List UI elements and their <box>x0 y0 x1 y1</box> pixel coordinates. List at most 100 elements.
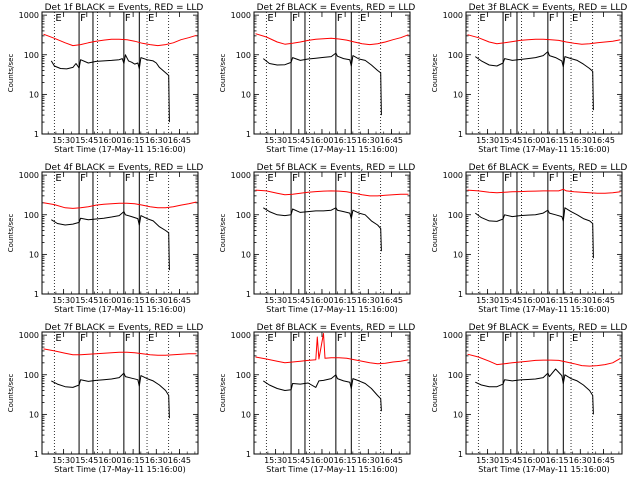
x-tick-label: 16:30 <box>357 136 380 145</box>
y-tick-label: 100 <box>236 211 251 220</box>
x-tick-label: 15:45 <box>287 456 310 465</box>
y-tick-label: 100 <box>448 371 463 380</box>
y-tick-label: 1000 <box>19 11 39 20</box>
x-tick-label: 16:15 <box>334 136 357 145</box>
x-tick-label: 15:45 <box>75 456 98 465</box>
x-tick-label: 16:00 <box>310 296 333 305</box>
x-tick-label: 16:15 <box>122 296 145 305</box>
y-tick-label: 10 <box>29 90 39 99</box>
series-line-lld <box>43 33 197 47</box>
series-line-events <box>51 211 170 271</box>
y-tick-label: 100 <box>24 51 39 60</box>
y-axis-label: Counts/sec <box>7 374 15 413</box>
marker-letter: F <box>337 173 343 184</box>
x-tick-label: 15:45 <box>75 296 98 305</box>
marker-letter: F <box>292 173 298 184</box>
x-tick-label: 16:45 <box>380 136 403 145</box>
plot-frame <box>465 11 623 135</box>
y-tick-label: 10 <box>241 250 251 259</box>
x-tick-label: 15:30 <box>476 296 499 305</box>
marker-letter: E <box>55 173 61 184</box>
x-tick-label: 16:15 <box>122 136 145 145</box>
x-tick-label: 15:30 <box>264 296 287 305</box>
series-line-events <box>262 52 382 116</box>
y-tick-label: 1000 <box>19 171 39 180</box>
marker-letter: F <box>125 173 131 184</box>
chart-title: Det 5f BLACK = Events, RED = LLD <box>257 163 416 173</box>
y-axis-label: Counts/sec <box>219 214 227 253</box>
x-axis-label: Start Time (17-May-11 15:16:00) <box>54 305 185 314</box>
x-tick-label: 16:00 <box>98 456 121 465</box>
x-tick-label: 16:45 <box>380 456 403 465</box>
x-tick-label: 15:45 <box>75 136 98 145</box>
chart-title: Det 3f BLACK = Events, RED = LLD <box>469 3 628 13</box>
chart-panel-8: Det 8f BLACK = Events, RED = LLD 1 10 100 10… <box>219 323 415 474</box>
marker-letter: E <box>55 13 61 24</box>
x-tick-label: 16:30 <box>569 456 592 465</box>
x-tick-label: 16:00 <box>310 136 333 145</box>
chart-title: Det 4f BLACK = Events, RED = LLD <box>45 163 204 173</box>
marker-letter: F <box>80 333 86 344</box>
y-tick-label: 100 <box>448 211 463 220</box>
marker-letter: E <box>479 13 485 24</box>
x-tick-label: 16:45 <box>592 296 615 305</box>
marker-letter: E <box>479 173 485 184</box>
series-line-events <box>263 207 382 252</box>
series-line-events <box>475 207 594 259</box>
x-axis-label: Start Time (17-May-11 15:16:00) <box>266 305 397 314</box>
y-tick-label: 1 <box>458 450 463 459</box>
x-tick-label: 16:15 <box>334 456 357 465</box>
x-tick-label: 16:30 <box>569 136 592 145</box>
series-line-lld <box>467 34 621 45</box>
y-tick-label: 1000 <box>19 331 39 340</box>
marker-letter: E <box>360 13 366 24</box>
x-tick-label: 15:30 <box>52 296 75 305</box>
y-tick-label: 100 <box>24 211 39 220</box>
plot-frame <box>253 331 411 455</box>
series-line-lld <box>255 333 409 365</box>
x-tick-label: 16:00 <box>522 296 545 305</box>
marker-letter: E <box>148 333 154 344</box>
x-tick-label: 16:00 <box>522 456 545 465</box>
marker-letter: E <box>267 13 273 24</box>
x-axis-label: Start Time (17-May-11 15:16:00) <box>54 145 185 154</box>
y-tick-label: 1000 <box>443 11 463 20</box>
y-tick-label: 10 <box>241 90 251 99</box>
series-line-lld <box>43 201 197 209</box>
series-line-lld <box>467 353 621 367</box>
series-line-lld <box>255 33 409 46</box>
chart-panel-6: Det 6f BLACK = Events, RED = LLD 1 10 100 10… <box>431 163 627 314</box>
plot-frame <box>253 11 411 135</box>
x-tick-label: 16:45 <box>592 136 615 145</box>
series-line-lld <box>467 188 621 194</box>
x-tick-label: 16:15 <box>334 296 357 305</box>
y-tick-label: 10 <box>453 410 463 419</box>
x-tick-label: 16:30 <box>145 456 168 465</box>
marker-letter: E <box>360 333 366 344</box>
marker-letter: E <box>479 333 485 344</box>
y-tick-label: 1000 <box>443 331 463 340</box>
x-tick-label: 15:30 <box>52 136 75 145</box>
marker-letter: F <box>549 333 555 344</box>
chart-panel-4: Det 4f BLACK = Events, RED = LLD 1 10 100 10… <box>7 163 203 314</box>
x-axis-label: Start Time (17-May-11 15:16:00) <box>266 465 397 474</box>
marker-letter: E <box>572 13 578 24</box>
y-tick-label: 100 <box>236 51 251 60</box>
y-tick-label: 1 <box>246 290 251 299</box>
x-tick-label: 16:45 <box>168 296 191 305</box>
x-tick-label: 16:45 <box>380 296 403 305</box>
x-tick-label: 15:30 <box>476 456 499 465</box>
x-axis-label: Start Time (17-May-11 15:16:00) <box>266 145 397 154</box>
marker-letter: E <box>360 173 366 184</box>
x-tick-label: 15:30 <box>52 456 75 465</box>
chart-panel-3: Det 3f BLACK = Events, RED = LLD 1 10 100 10… <box>431 3 627 154</box>
y-tick-label: 1 <box>246 130 251 139</box>
marker-letter: F <box>125 13 131 24</box>
y-tick-label: 100 <box>448 51 463 60</box>
x-axis-label: Start Time (17-May-11 15:16:00) <box>54 465 185 474</box>
marker-letter: F <box>549 13 555 24</box>
marker-letter: E <box>267 333 273 344</box>
x-tick-label: 16:15 <box>122 456 145 465</box>
y-axis-label: Counts/sec <box>219 54 227 93</box>
